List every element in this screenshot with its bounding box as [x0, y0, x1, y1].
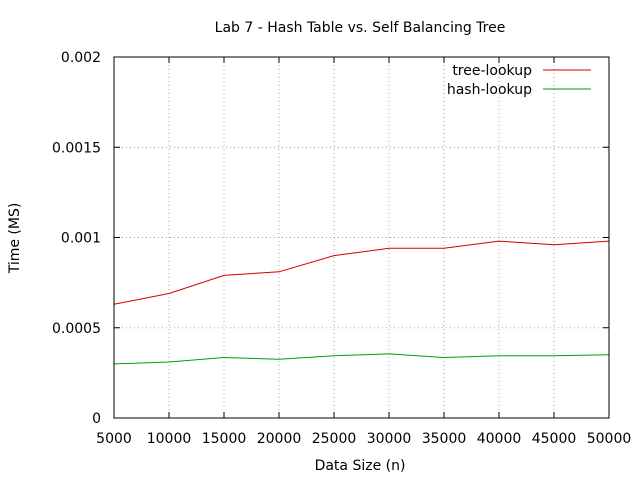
series-lines	[113, 240, 610, 365]
legend-label-hash-lookup: hash-lookup	[447, 82, 532, 98]
chart-title: Lab 7 - Hash Table vs. Self Balancing Tr…	[215, 20, 506, 36]
x-tick-label: 5000	[96, 431, 132, 447]
y-tick-label: 0	[92, 411, 101, 427]
series-line-hash-lookup	[113, 353, 610, 365]
x-tick-label: 35000	[422, 431, 467, 447]
series-line-tree-lookup	[113, 240, 610, 305]
x-tick-label: 20000	[257, 431, 302, 447]
y-tick-label: 0.001	[61, 231, 101, 247]
x-tick-label: 50000	[587, 431, 632, 447]
x-tick-label: 25000	[312, 431, 357, 447]
x-tick-label: 40000	[477, 431, 522, 447]
x-tick-label: 15000	[202, 431, 247, 447]
legend-label-tree-lookup: tree-lookup	[452, 63, 532, 79]
y-axis-ticks: 0 0.0005 0.001 0.0015 0.002	[52, 50, 609, 427]
y-tick-label: 0.0015	[52, 140, 101, 156]
y-axis-label: Time (MS)	[7, 203, 23, 275]
x-tick-label: 10000	[147, 431, 192, 447]
x-axis-ticks: 5000 10000 15000 20000 25000 30000 35000 40000 4…	[96, 57, 631, 447]
x-tick-label: 45000	[532, 431, 577, 447]
x-tick-label: 30000	[367, 431, 412, 447]
y-tick-label: 0.002	[61, 50, 101, 66]
legend: tree-lookup hash-lookup	[447, 63, 591, 98]
y-tick-label: 0.0005	[52, 321, 101, 337]
grid-lines	[114, 57, 609, 418]
x-axis-label: Data Size (n)	[315, 458, 406, 474]
